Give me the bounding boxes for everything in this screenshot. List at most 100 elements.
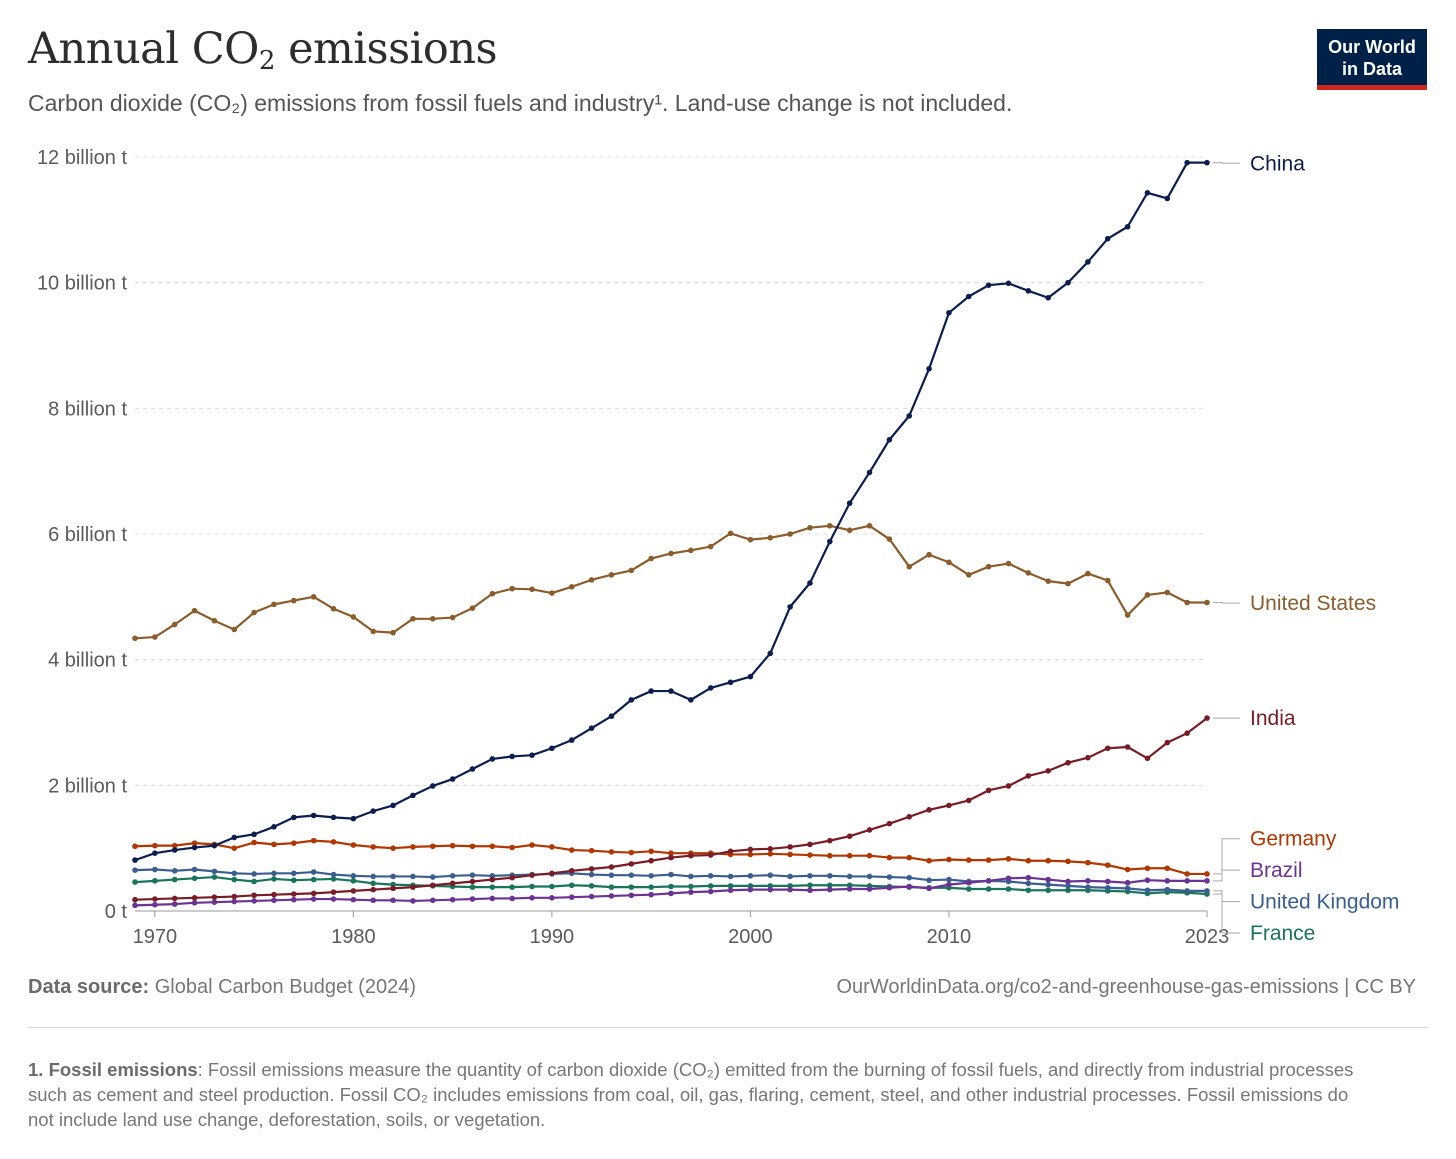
data-point-china (231, 834, 238, 841)
data-point-brazil (1144, 877, 1151, 884)
data-point-brazil (449, 896, 456, 903)
data-point-brazil (152, 901, 158, 908)
y-tick-label: 12 billion t (37, 147, 128, 169)
data-point-united-states (390, 629, 396, 636)
data-point-india (1065, 759, 1071, 766)
data-point-germany (370, 844, 377, 850)
footnote-text: : Fossil emissions measure the quantity … (28, 1059, 1354, 1130)
data-point-united-states (449, 614, 456, 621)
data-point-united-states (946, 559, 952, 566)
data-point-germany (1184, 871, 1190, 877)
data-point-india (985, 787, 992, 794)
data-point-germany (489, 843, 496, 850)
source-url-link[interactable]: OurWorldinData.org/co2-and-greenhouse-ga… (836, 976, 1416, 998)
data-point-china (1124, 223, 1131, 230)
data-point-united-states (1124, 612, 1131, 618)
data-point-united-states (231, 626, 238, 633)
data-point-united-kingdom (370, 873, 377, 880)
data-point-united-kingdom (787, 873, 793, 880)
data-point-india (668, 854, 674, 861)
data-point-brazil (628, 892, 635, 899)
data-point-united-kingdom (449, 873, 456, 879)
data-point-united-kingdom (1144, 887, 1151, 894)
data-point-france (827, 882, 833, 889)
data-point-germany (628, 849, 635, 856)
data-point-china (1164, 195, 1171, 202)
data-point-china (946, 310, 952, 316)
data-point-china (271, 824, 277, 830)
data-point-germany (906, 854, 913, 861)
data-point-brazil (1204, 878, 1210, 884)
data-point-united-states (688, 547, 694, 554)
data-point-united-kingdom (132, 867, 138, 873)
data-point-brazil (608, 893, 615, 899)
data-point-france (489, 884, 496, 890)
data-point-united-states (211, 617, 218, 624)
data-point-china (767, 650, 774, 657)
data-point-india (707, 852, 714, 858)
data-point-india (429, 882, 436, 889)
data-point-india (965, 797, 972, 804)
data-point-germany (390, 845, 396, 851)
data-point-united-states (132, 635, 138, 642)
data-point-germany (965, 857, 972, 863)
data-point-germany (410, 844, 416, 850)
data-point-brazil (350, 896, 357, 903)
data-point-china (449, 776, 456, 782)
data-point-germany (1144, 865, 1151, 872)
data-point-china (846, 500, 853, 507)
data-point-united-kingdom (271, 870, 277, 877)
data-point-germany (787, 851, 793, 858)
data-point-brazil (1005, 875, 1012, 882)
legend-connector-china (1213, 162, 1240, 164)
data-point-germany (171, 842, 178, 849)
data-point-india (568, 867, 575, 874)
data-point-brazil (767, 886, 774, 893)
data-point-india (191, 895, 198, 901)
data-point-united-kingdom (648, 873, 654, 879)
data-point-china (648, 688, 654, 694)
data-point-china (1025, 288, 1032, 294)
data-point-france (727, 883, 734, 889)
data-point-brazil (866, 886, 873, 892)
title-main: Annual CO (28, 24, 259, 74)
data-point-germany (648, 848, 654, 855)
data-point-germany (429, 843, 436, 850)
data-point-india (1164, 739, 1171, 746)
data-point-china (549, 745, 555, 752)
data-point-china (509, 753, 515, 760)
data-point-united-kingdom (310, 869, 317, 875)
data-point-united-states (906, 563, 913, 570)
data-point-germany (469, 843, 476, 850)
data-point-india (1144, 755, 1151, 762)
data-point-china (1085, 259, 1091, 265)
data-point-germany (946, 856, 952, 863)
data-point-india (132, 896, 138, 903)
legend-connector-brazil (1213, 869, 1240, 882)
data-point-germany (1045, 857, 1051, 864)
data-point-united-states (668, 550, 674, 557)
data-point-united-states (1045, 578, 1051, 584)
data-point-china (1184, 159, 1190, 166)
data-point-united-states (1184, 599, 1190, 606)
data-point-germany (827, 852, 833, 859)
data-point-india (449, 880, 456, 887)
data-point-india (390, 885, 396, 892)
data-point-germany (1204, 871, 1210, 877)
data-point-india (330, 889, 337, 895)
data-point-germany (1085, 859, 1091, 866)
data-point-united-states (648, 555, 654, 562)
x-tick-label: 1980 (331, 926, 376, 948)
data-point-united-kingdom (608, 872, 615, 878)
data-point-brazil (330, 896, 337, 902)
data-point-china (171, 847, 178, 853)
data-point-india (152, 896, 158, 902)
data-point-united-states (1144, 592, 1151, 598)
owid-logo[interactable]: Our World in Data (1317, 29, 1427, 90)
data-point-france (1005, 886, 1012, 892)
data-point-germany (251, 839, 257, 846)
data-point-china (251, 831, 257, 838)
data-point-united-kingdom (747, 873, 754, 879)
x-tick-label: 2010 (927, 926, 972, 948)
data-point-united-kingdom (1204, 888, 1210, 894)
